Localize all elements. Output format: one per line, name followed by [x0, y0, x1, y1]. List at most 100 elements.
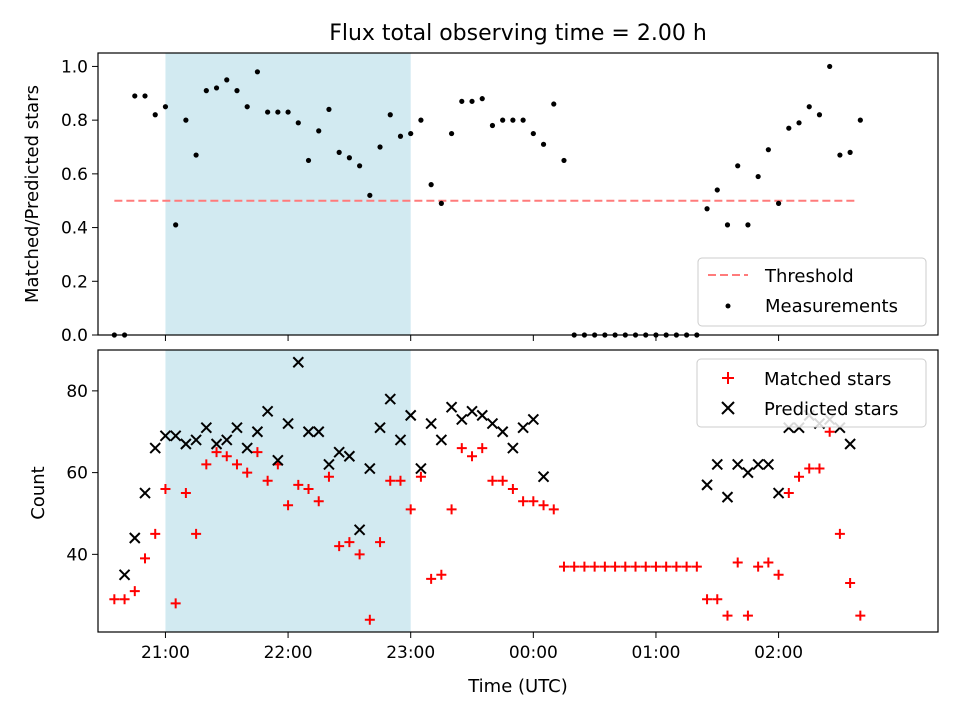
matched-stars-point	[650, 561, 661, 572]
measurements-point	[244, 104, 250, 110]
matched-stars-point	[201, 459, 212, 470]
predicted-stars-point	[139, 487, 151, 499]
matched-stars-point	[344, 537, 355, 548]
matched-stars-point	[845, 577, 856, 588]
measurements-point	[459, 98, 465, 104]
measurements-point	[704, 206, 710, 212]
predicted-stars-point	[231, 421, 243, 434]
top-highlight-span	[165, 53, 411, 335]
matched-stars-point	[702, 594, 713, 605]
x-tick-label: 22:00	[264, 643, 313, 663]
x-tick-label: 00:00	[509, 643, 558, 663]
legend-measurements-swatch	[725, 303, 731, 309]
predicted-stars-point	[282, 417, 294, 430]
matched-stars-point	[507, 483, 518, 494]
predicted-stars-point	[272, 454, 284, 467]
predicted-stars-point	[711, 458, 723, 471]
measurements-point	[847, 149, 853, 155]
measurements-point	[755, 173, 761, 180]
measurements-point	[786, 125, 792, 131]
matched-stars-point	[824, 426, 835, 437]
predicted-stars-point	[200, 421, 213, 434]
measurements-point	[510, 117, 516, 123]
predicted-stars-point	[251, 426, 264, 438]
matched-stars-point	[630, 561, 641, 572]
matched-stars-point	[497, 475, 508, 486]
matched-stars-point	[763, 557, 774, 568]
matched-stars-point	[753, 561, 764, 572]
matched-stars-point	[834, 528, 845, 539]
matched-stars-point	[211, 447, 222, 458]
predicted-stars-point	[476, 409, 488, 422]
matched-stars-point	[221, 451, 232, 462]
measurements-point	[387, 112, 393, 118]
predicted-stars-point	[343, 450, 356, 462]
bottom-y-tick-label: 40	[66, 545, 88, 565]
measurements-point	[336, 149, 342, 155]
measurements-point	[827, 63, 833, 70]
matched-stars-point	[528, 496, 539, 507]
matched-stars-point	[283, 500, 294, 511]
predicted-stars-point	[159, 430, 172, 442]
top-y-tick-label: 0.6	[61, 165, 88, 185]
measurements-point	[735, 163, 741, 169]
predicted-stars-point	[466, 405, 478, 418]
predicted-stars-point	[374, 421, 386, 434]
legend-measurements-label: Measurements	[765, 296, 898, 317]
matched-stars-point	[436, 569, 447, 580]
measurements-point	[775, 200, 782, 206]
matched-stars-point	[426, 573, 437, 584]
matched-stars-point	[691, 561, 702, 572]
measurements-point	[346, 155, 352, 161]
matched-stars-point	[640, 561, 651, 572]
chart-title: Flux total observing time = 2.00 h	[329, 21, 707, 46]
top-y-tick-label: 0.4	[61, 219, 88, 239]
measurements-point	[377, 144, 383, 150]
bottom-y-axis-label: Count	[28, 466, 49, 519]
predicted-stars-point	[762, 458, 775, 471]
measurements-point	[837, 152, 843, 158]
measurements-point	[173, 222, 179, 228]
measurements-point	[479, 96, 485, 102]
matched-stars-point	[722, 610, 733, 621]
matched-stars-point	[150, 528, 161, 539]
measurements-point	[367, 192, 373, 198]
measurements-point	[816, 112, 823, 118]
measurements-point	[275, 109, 281, 115]
measurements-point	[183, 117, 189, 123]
matched-stars-point	[569, 561, 580, 572]
top-y-tick-label: 0.2	[61, 272, 88, 292]
measurements-point	[305, 157, 312, 164]
predicted-stars-point	[261, 405, 274, 418]
predicted-stars-point	[241, 442, 253, 454]
matched-stars-point	[334, 541, 345, 552]
top-y-tick-label: 0.0	[61, 326, 88, 346]
measurements-point	[193, 152, 199, 158]
measurements-point	[357, 163, 363, 169]
bottom-series	[109, 356, 866, 625]
predicted-stars-point	[537, 470, 550, 483]
predicted-stars-point	[732, 458, 744, 471]
measurements-point	[142, 93, 148, 99]
measurements-point	[428, 182, 434, 188]
predicted-stars-point	[190, 434, 202, 446]
predicted-stars-point	[507, 442, 519, 454]
predicted-stars-point	[221, 434, 233, 446]
predicted-stars-point	[129, 532, 141, 544]
legend-threshold-label: Threshold	[764, 266, 854, 287]
bottom-axes-frame	[97, 349, 939, 633]
matched-stars-point	[773, 569, 784, 580]
measurements-point	[418, 117, 424, 123]
matched-stars-point	[579, 561, 590, 572]
predicted-stars-point	[721, 491, 734, 503]
predicted-stars-point	[333, 446, 345, 458]
measurements-point	[213, 85, 220, 91]
matched-stars-point	[303, 483, 314, 494]
measurements-point	[520, 117, 526, 123]
matched-stars-point	[477, 443, 488, 454]
predicted-stars-point	[456, 413, 468, 426]
matched-stars-point	[610, 561, 621, 572]
predicted-stars-point	[701, 479, 713, 491]
measurements-point	[162, 104, 169, 110]
matched-stars-point	[855, 610, 866, 621]
